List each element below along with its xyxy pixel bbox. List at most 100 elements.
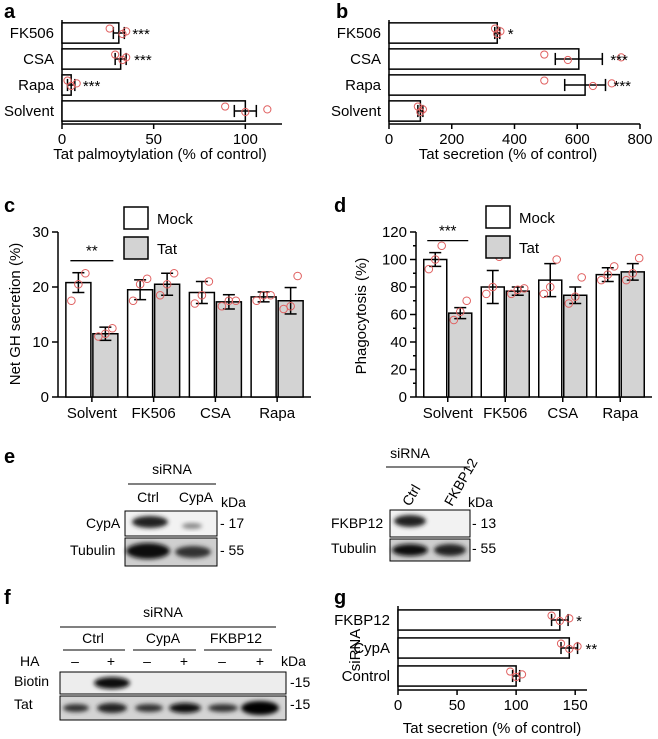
blot-unit: kDa — [221, 494, 246, 510]
x-tick-label: 100 — [233, 131, 258, 148]
data-point — [455, 307, 465, 317]
data-point — [540, 76, 549, 85]
blot-row-label: Biotin — [14, 673, 49, 689]
blot-band — [126, 543, 170, 559]
data-point — [224, 296, 234, 306]
legend-tat-label: Tat — [157, 241, 178, 258]
x-tick-label: 50 — [449, 697, 466, 714]
data-point — [552, 255, 561, 264]
data-point — [577, 273, 586, 282]
bar — [250, 296, 277, 398]
blot-lane-label: Ctrl — [137, 489, 159, 505]
chart-c-ylabel: Net GH secretion (%) — [7, 243, 24, 386]
panel-b: b 0 200 400 600 800 FK506 * CSA *** Rapa *** Solven… — [331, 1, 653, 163]
data-point — [519, 284, 529, 293]
blot-band — [169, 703, 201, 713]
data-point — [617, 53, 626, 62]
data-point — [204, 277, 214, 286]
data-point — [517, 670, 527, 679]
blot-ha-sign: + — [107, 653, 115, 669]
blot-row-label: FKBP12 — [331, 515, 383, 531]
data-point — [547, 611, 556, 620]
x-tick-label: 600 — [565, 131, 590, 148]
blot-ha-sign: + — [256, 653, 264, 669]
bar — [563, 294, 588, 398]
bar — [423, 258, 448, 398]
category-label: FK506 — [337, 25, 381, 42]
blot-unit: kDa — [468, 494, 493, 510]
data-point — [437, 241, 446, 251]
y-tick-label: 10 — [32, 334, 49, 351]
legend-tat-label: Tat — [519, 240, 540, 257]
blot-ha-sign: – — [143, 653, 151, 669]
blot-band — [135, 704, 163, 712]
data-point — [108, 323, 117, 333]
blot-ha-sign: + — [180, 653, 188, 669]
data-point — [101, 329, 110, 339]
data-point — [507, 289, 516, 299]
data-point — [105, 24, 114, 33]
data-point — [607, 79, 616, 88]
data-point — [563, 55, 572, 65]
bar — [388, 48, 580, 70]
data-point — [162, 279, 172, 289]
data-point — [241, 107, 250, 117]
category-label: Control — [342, 668, 390, 685]
data-point — [628, 268, 638, 278]
panel-letter-a: a — [4, 1, 16, 23]
blot-band — [392, 544, 428, 556]
category-label: CypA — [353, 640, 390, 657]
panel-f-blot: f siRNA Ctrl CypA FKBP12 HA – + – + – + … — [4, 587, 310, 721]
legend-tat-swatch — [123, 236, 149, 260]
data-point — [67, 81, 76, 91]
bar — [397, 609, 561, 631]
bar — [595, 273, 620, 398]
data-point — [231, 296, 241, 306]
significance-label: ** — [586, 641, 598, 658]
data-point — [74, 279, 83, 289]
category-label: Solvent — [4, 103, 55, 120]
y-tick-label: 60 — [390, 307, 407, 324]
data-point — [506, 667, 515, 676]
data-point — [556, 639, 566, 648]
data-point — [135, 279, 145, 289]
panel-letter-c: c — [4, 195, 15, 217]
y-tick-label: 20 — [32, 279, 49, 296]
blot-kda-marker: - 13 — [472, 515, 496, 531]
data-point — [539, 289, 549, 299]
data-point — [413, 102, 422, 111]
bar — [215, 301, 243, 398]
data-point — [169, 268, 179, 278]
legend-mock-label: Mock — [157, 211, 193, 228]
blot-ha-sign: – — [71, 653, 79, 669]
data-point — [424, 264, 434, 274]
bar — [505, 290, 530, 398]
chart-c-legend: Mock Tat — [123, 206, 193, 260]
bar — [65, 281, 92, 398]
blot-kda-marker: -15 — [290, 696, 310, 712]
data-point — [564, 299, 574, 308]
significance-label: ** — [86, 243, 98, 260]
x-tick-label: 0 — [394, 697, 402, 714]
category-label: Solvent — [423, 405, 474, 422]
chart-g-ylabel: siRNA — [347, 629, 364, 672]
data-point — [122, 53, 131, 62]
blot-header: siRNA — [390, 445, 430, 461]
legend-tat-swatch — [485, 235, 511, 259]
blot-ha-label: HA — [20, 653, 40, 669]
blot-band — [208, 704, 238, 712]
panel-letter-b: b — [336, 1, 348, 23]
x-tick-label: 150 — [563, 697, 588, 714]
data-point — [286, 301, 295, 311]
y-tick-label: 0 — [399, 389, 407, 406]
bar — [397, 637, 571, 659]
data-point — [111, 50, 120, 59]
y-tick-label: 120 — [382, 224, 407, 241]
panel-letter-e: e — [4, 446, 15, 468]
bar — [61, 100, 247, 122]
data-point — [573, 642, 582, 651]
chart-a: 0 50 100 FK506 *** CSA *** Rapa *** Solvent — [4, 20, 282, 148]
data-point — [570, 292, 580, 301]
blot-kda-marker: - 55 — [472, 540, 496, 556]
